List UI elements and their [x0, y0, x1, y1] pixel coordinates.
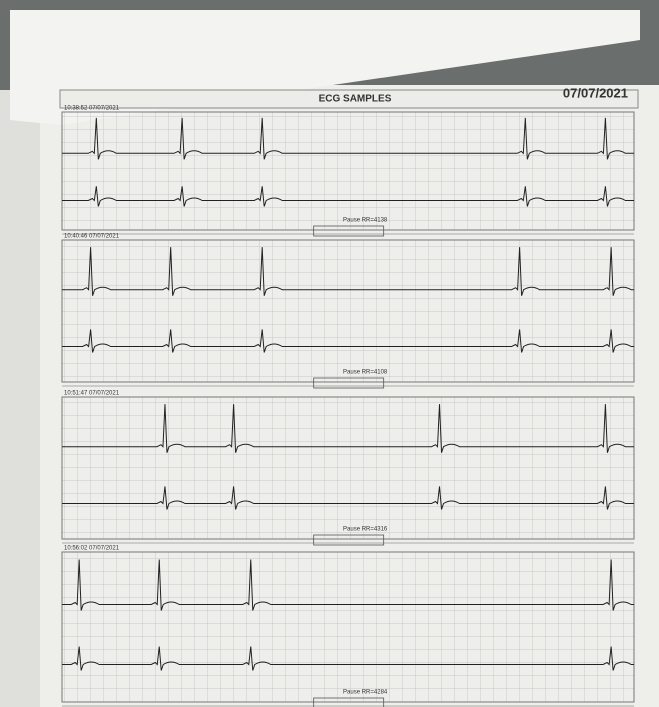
- pause-label: Pause RR=4316: [343, 527, 388, 533]
- ecg-lead-2: [62, 329, 634, 353]
- pause-label: Pause RR=4108: [343, 370, 388, 376]
- strip-time: 10:51:47 07/07/2021: [64, 391, 120, 397]
- strip-time: 10:56:02 07/07/2021: [64, 546, 120, 552]
- ecg-grid: [61, 396, 635, 540]
- date: 07/07/2021: [563, 85, 628, 100]
- ecg-lead-1: [62, 247, 634, 296]
- ecg-lead-1: [62, 117, 634, 160]
- pause-box: [313, 225, 385, 237]
- strips: 10:38:52 07/07/2021 Pause RR=4138 10:40:46…: [61, 106, 635, 707]
- pause-box: [313, 697, 385, 707]
- pause-label: Pause RR=4138: [343, 218, 388, 224]
- title: ECG SAMPLES: [319, 94, 392, 105]
- ecg-grid: [61, 551, 635, 703]
- ecg-lead-1: [62, 559, 634, 611]
- ecg-lead-2: [62, 186, 634, 207]
- header-bar: [59, 89, 639, 109]
- ecg-lead-2: [62, 486, 634, 510]
- pause-box: [313, 377, 385, 389]
- strip-time: 10:38:52 07/07/2021: [64, 106, 120, 112]
- ecg-grid: [61, 239, 635, 383]
- ecg-lead-2: [62, 646, 634, 671]
- pause-label: Pause RR=4284: [343, 690, 388, 696]
- ecg-lead-1: [62, 404, 634, 453]
- ecg-grid: [61, 111, 635, 231]
- pause-box: [313, 534, 385, 546]
- strip-time: 10:40:46 07/07/2021: [64, 234, 120, 240]
